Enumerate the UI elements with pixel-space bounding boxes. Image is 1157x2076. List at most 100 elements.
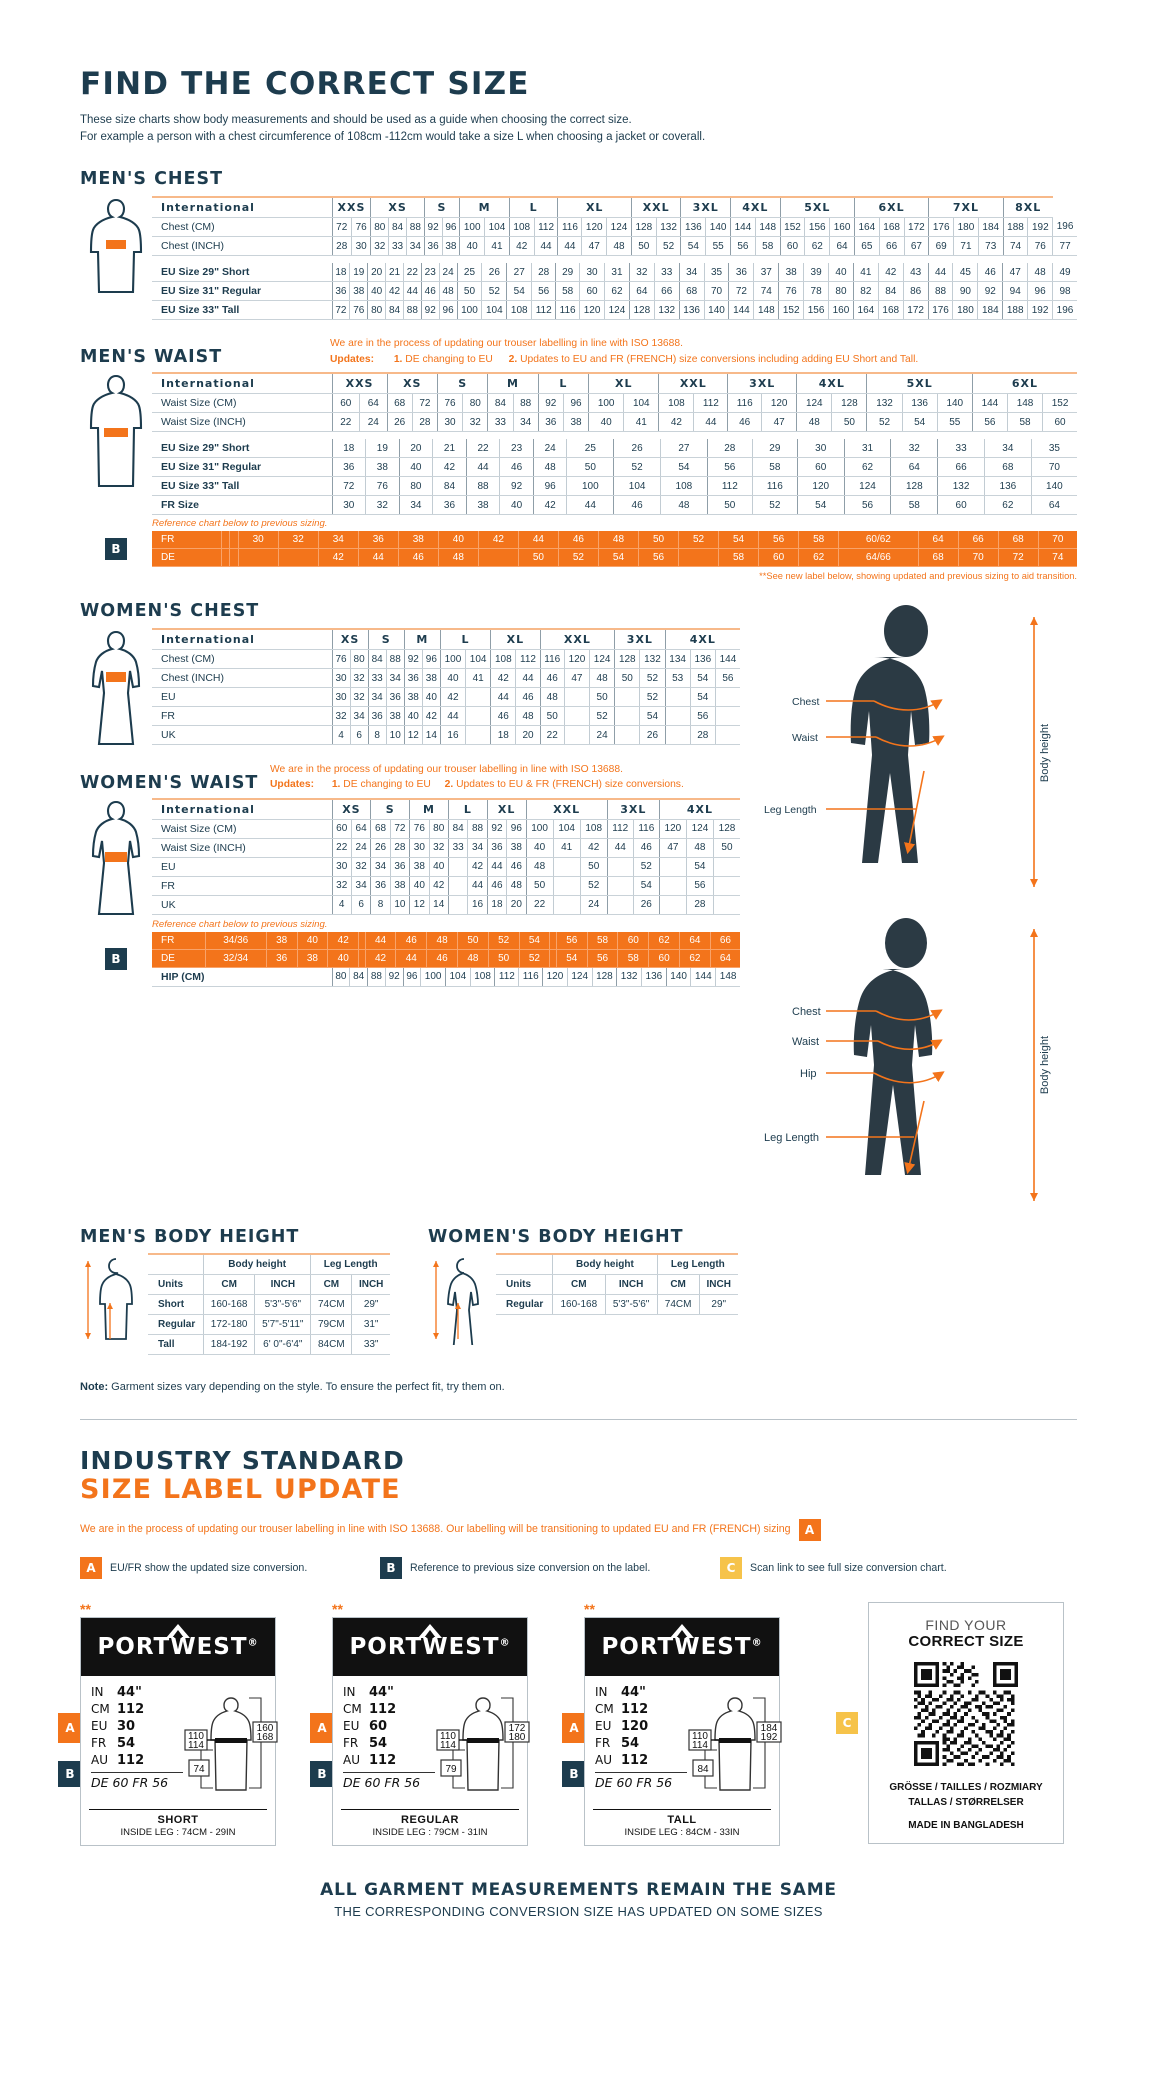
spec-line: CM 112	[595, 1701, 687, 1718]
table-cell: 48	[597, 531, 639, 550]
table-cell	[552, 895, 581, 915]
table-cell: 112	[706, 476, 753, 497]
waist-box-bottom: 114	[188, 1740, 204, 1751]
table-cell	[658, 876, 687, 896]
table-cell: 54	[680, 236, 706, 257]
spec-line: IN 44"	[343, 1684, 435, 1701]
fit-name: TALL	[667, 1813, 697, 1826]
table-cell: 50	[589, 687, 615, 708]
label-figure: 110 114 160 168 74	[183, 1684, 279, 1801]
table-cell: 80	[367, 300, 386, 321]
table-cell: 136	[678, 300, 705, 321]
womens-chest-table: International XS S M L XL XXL 3XL 4XL Chest (CM) 7…	[152, 628, 740, 746]
table-cell: 180	[952, 300, 978, 321]
table-row: HIP (CM) 80 84 88 92 96 100 104 108 112 116 120 124 1…	[152, 967, 740, 987]
table-cell: 124	[589, 649, 615, 670]
label-footer: TALL INSIDE LEG : 84CM - 33IN	[593, 1808, 771, 1845]
table-cell: 140	[936, 393, 973, 414]
table-cell: 32	[628, 263, 655, 283]
table-cell: 104	[623, 393, 659, 414]
table-cell: 31	[604, 263, 630, 283]
table-cell: 44	[364, 931, 396, 950]
table-cell: 73	[977, 236, 1004, 257]
portwest-logo: PORTWEST®	[601, 1623, 762, 1660]
table-cell: 24	[359, 412, 388, 433]
womens-and-figures-block: WOMEN'S CHEST International XS S M L XL XXL 3XL…	[0, 581, 1157, 1213]
size-header-cell: 8XL	[1002, 196, 1053, 219]
waist-box-top: 110	[188, 1731, 204, 1742]
table-cell: 36	[357, 531, 399, 550]
table-cell: 156	[803, 300, 829, 321]
table-cell: FR	[152, 531, 222, 550]
table-cell: 34	[467, 838, 488, 858]
table-cell: 32/34	[204, 949, 267, 968]
table-cell: 44	[439, 706, 466, 727]
table-cell: 36	[432, 495, 467, 516]
table-cell: 88	[402, 300, 422, 321]
table-cell: 64	[917, 531, 959, 550]
table-cell: 80	[398, 476, 433, 497]
spec-value: 112	[621, 1701, 649, 1717]
table-cell: Waist Size (CM)	[152, 393, 332, 414]
table-cell	[465, 687, 491, 708]
table-cell: 72	[997, 548, 1039, 568]
table-cell: 144	[971, 393, 1008, 414]
table-cell: 40	[437, 531, 479, 550]
table-cell: 48	[606, 236, 632, 257]
table-cell: 29"	[698, 1294, 738, 1316]
mens-waist-eu-body: EU Size 29" Short 18 19 20 21 22 23 24 25 26 27 28 2…	[152, 439, 1077, 516]
womens-chest-title: WOMEN'S CHEST	[80, 601, 260, 622]
table-cell: 24	[579, 895, 608, 915]
table-cell: 64/66	[838, 548, 919, 568]
table-cell: 42	[439, 687, 466, 708]
table-cell: 18	[331, 439, 366, 459]
table-cell: 29	[555, 263, 580, 283]
table-cell: 124	[796, 393, 832, 414]
page-title: FIND THE CORRECT SIZE	[80, 66, 530, 102]
spec-list: IN 44" CM 112 EU 30 FR 54 AU 112 DE 60 FR 56	[91, 1684, 183, 1801]
table-cell: 32	[890, 439, 938, 459]
table-cell: 44	[486, 857, 507, 877]
female-waist-silhouette-icon	[91, 800, 141, 915]
table-cell: 47	[1002, 263, 1028, 283]
spec-value: 54	[369, 1736, 388, 1752]
table-cell: Waist Size (INCH)	[152, 412, 332, 433]
table-cell: 60	[1042, 412, 1077, 433]
spec-line: IN 44"	[91, 1684, 183, 1701]
qr-code-icon[interactable]	[914, 1662, 1018, 1767]
table-cell: 41	[465, 668, 491, 689]
size-label-card: PORTWEST® IN 44" CM 112 EU 30 FR 54 AU 112 DE 60 FR…	[80, 1616, 279, 1846]
qr-code[interactable]	[879, 1662, 1053, 1771]
bh-sub-header-cell: INCH	[254, 1274, 311, 1296]
table-cell: 36	[331, 281, 350, 302]
table-cell: 68	[997, 531, 1039, 550]
table-cell: DE	[152, 949, 206, 968]
table-cell: 56	[637, 548, 679, 568]
table-cell: 50	[525, 876, 554, 896]
table-cell: 42	[477, 531, 519, 550]
table-cell: 48	[660, 495, 708, 516]
table-cell: 26	[386, 412, 413, 433]
spec-value: 44"	[369, 1684, 394, 1700]
spec-value: 44"	[621, 1684, 646, 1700]
table-cell: 64	[1030, 495, 1077, 516]
badge-b-card: B	[310, 1760, 334, 1787]
size-header-cell: 5XL	[866, 372, 973, 395]
table-cell: 50	[630, 236, 657, 257]
table-cell: 46	[490, 706, 516, 727]
womens-waist-update-1-num: 1.	[331, 779, 341, 791]
table-cell: 128	[591, 967, 617, 987]
table-cell: 84	[349, 967, 368, 987]
table-cell: 8	[367, 725, 387, 746]
label-footer: REGULAR INSIDE LEG : 79CM - 31IN	[341, 1808, 519, 1845]
waist-box-top: 110	[692, 1731, 708, 1742]
table-cell: 48	[506, 876, 527, 896]
legend-text-a: EU/FR show the updated size conversion.	[110, 1561, 308, 1574]
spec-value: 54	[621, 1736, 640, 1752]
table-cell: 84	[385, 300, 404, 321]
table-cell: 152	[778, 300, 804, 321]
male-height-silhouette-icon	[85, 1258, 133, 1340]
table-cell: 41	[552, 838, 581, 858]
table-cell: 128	[831, 393, 867, 414]
